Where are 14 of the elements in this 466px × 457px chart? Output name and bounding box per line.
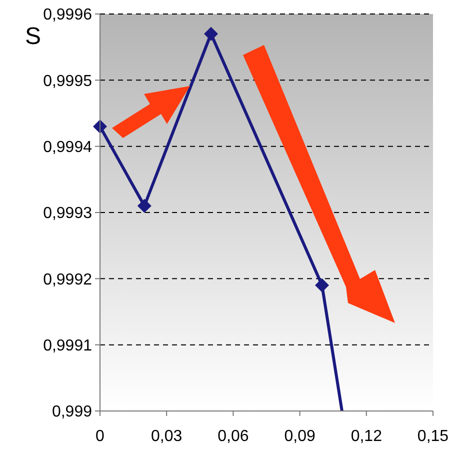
x-tick-label: 0,06: [218, 428, 249, 445]
y-tick-label: 0,9991: [43, 337, 92, 354]
y-axis-title: S: [25, 23, 42, 50]
x-tick-label: 0,15: [417, 428, 449, 445]
x-tick-label: 0,03: [151, 428, 182, 445]
x-tick-label: 0,12: [350, 428, 382, 445]
x-tick-label: 0,09: [284, 428, 316, 445]
y-tick-label: 0,9995: [43, 72, 92, 90]
x-tick-label: 0: [96, 428, 105, 445]
y-tick-label: 0,9993: [43, 205, 92, 222]
y-tick-label: 0,9996: [43, 6, 92, 24]
y-tick-label: 0,999: [52, 404, 92, 421]
y-tick-label: 0,9994: [43, 138, 92, 156]
y-tick-label: 0,9992: [43, 271, 92, 288]
